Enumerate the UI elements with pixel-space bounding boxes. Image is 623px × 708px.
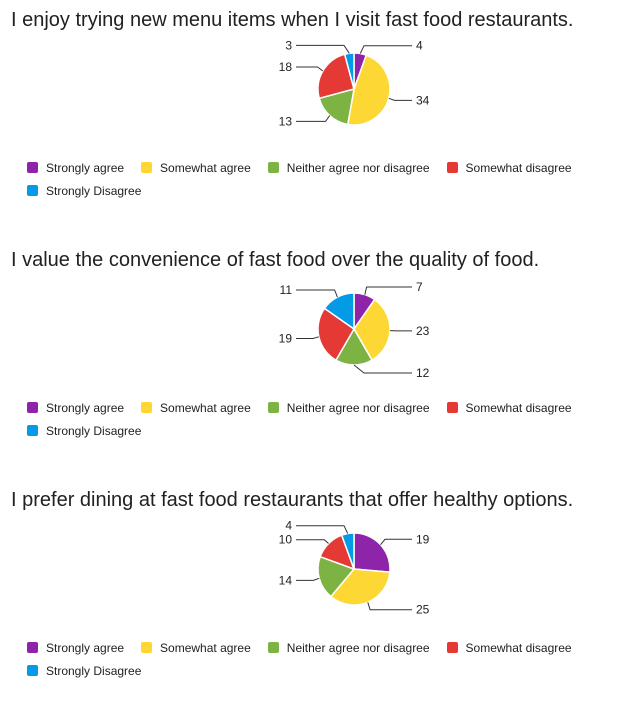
data-label: 34 — [416, 93, 430, 107]
legend-item-strongly-disagree: Strongly Disagree — [27, 664, 141, 678]
legend-label: Somewhat disagree — [466, 161, 572, 175]
legend-swatch — [447, 162, 458, 173]
legend-label: Somewhat disagree — [466, 401, 572, 415]
leader-line — [296, 45, 349, 53]
data-label: 19 — [279, 332, 293, 346]
data-label: 19 — [416, 532, 430, 546]
leader-line — [381, 539, 413, 544]
legend-label: Somewhat agree — [160, 641, 251, 655]
legend-swatch — [268, 402, 279, 413]
question-chart-2: I value the convenience of fast food ove… — [0, 240, 623, 468]
legend-row: Strongly agree Somewhat agree Neither agre… — [27, 636, 607, 659]
pie-slice-strongly-agree — [354, 533, 390, 572]
chart-legend: Strongly agree Somewhat agree Neither agre… — [27, 636, 607, 682]
pie-chart: 410 14 19 25 — [0, 480, 623, 630]
legend-item-strongly-agree: Strongly agree — [27, 401, 124, 415]
legend-label: Strongly Disagree — [46, 424, 141, 438]
legend-item-neither-agree-nor-disagree: Neither agree nor disagree — [268, 401, 430, 415]
legend-swatch — [141, 642, 152, 653]
legend-item-neither-agree-nor-disagree: Neither agree nor disagree — [268, 641, 430, 655]
legend-row: Strongly Disagree — [27, 179, 607, 202]
legend-swatch — [141, 162, 152, 173]
legend-swatch — [27, 162, 38, 173]
chart-legend: Strongly agree Somewhat agree Neither agre… — [27, 396, 607, 442]
legend-item-neither-agree-nor-disagree: Neither agree nor disagree — [268, 161, 430, 175]
data-label: 3 — [285, 38, 292, 52]
data-label: 25 — [416, 603, 430, 617]
leader-line — [296, 526, 348, 534]
legend-swatch — [27, 425, 38, 436]
legend-row: Strongly Disagree — [27, 419, 607, 442]
data-label: 18 — [279, 60, 293, 74]
data-label: 23 — [416, 324, 430, 338]
data-label: 4 — [285, 519, 292, 533]
legend-label: Neither agree nor disagree — [287, 161, 430, 175]
leader-line — [296, 337, 319, 339]
data-label: 11 — [280, 283, 293, 297]
question-chart-1: I enjoy trying new menu items when I vis… — [0, 0, 623, 228]
legend-label: Strongly agree — [46, 401, 124, 415]
leader-line — [296, 578, 319, 580]
legend-label: Strongly agree — [46, 161, 124, 175]
legend-label: Neither agree nor disagree — [287, 641, 430, 655]
legend-item-somewhat-disagree: Somewhat disagree — [447, 161, 572, 175]
legend-swatch — [27, 665, 38, 676]
legend-swatch — [27, 402, 38, 413]
legend-label: Strongly agree — [46, 641, 124, 655]
data-label: 7 — [416, 280, 423, 294]
legend-item-somewhat-agree: Somewhat agree — [141, 641, 251, 655]
leader-line — [368, 602, 412, 609]
question-chart-3: I prefer dining at fast food restaurants… — [0, 480, 623, 708]
legend-label: Somewhat agree — [160, 161, 251, 175]
legend-row: Strongly agree Somewhat agree Neither agre… — [27, 156, 607, 179]
legend-label: Neither agree nor disagree — [287, 401, 430, 415]
legend-item-somewhat-disagree: Somewhat disagree — [447, 401, 572, 415]
pie-chart: 3 18 13 4 34 — [0, 0, 623, 150]
leader-line — [354, 365, 412, 373]
legend-item-somewhat-disagree: Somewhat disagree — [447, 641, 572, 655]
leader-line — [296, 67, 323, 71]
leader-line — [389, 98, 412, 100]
legend-item-somewhat-agree: Somewhat agree — [141, 401, 251, 415]
leader-line — [360, 46, 412, 54]
legend-swatch — [27, 185, 38, 196]
legend-swatch — [268, 642, 279, 653]
legend-label: Strongly Disagree — [46, 664, 141, 678]
legend-swatch — [141, 402, 152, 413]
data-label: 10 — [279, 533, 293, 547]
legend-row: Strongly Disagree — [27, 659, 607, 682]
legend-swatch — [447, 402, 458, 413]
legend-item-strongly-agree: Strongly agree — [27, 161, 124, 175]
leader-line — [296, 540, 329, 544]
legend-label: Strongly Disagree — [46, 184, 141, 198]
leader-line — [296, 116, 330, 122]
data-label: 12 — [416, 366, 430, 380]
data-label: 14 — [279, 573, 293, 587]
chart-legend: Strongly agree Somewhat agree Neither agre… — [27, 156, 607, 202]
legend-swatch — [27, 642, 38, 653]
legend-swatch — [447, 642, 458, 653]
leader-line — [365, 287, 412, 295]
data-label: 4 — [416, 39, 423, 53]
data-label: 13 — [279, 114, 293, 128]
pie-chart: 11 19 7 23 12 — [0, 240, 623, 390]
legend-row: Strongly agree Somewhat agree Neither agre… — [27, 396, 607, 419]
legend-item-strongly-agree: Strongly agree — [27, 641, 124, 655]
legend-item-strongly-disagree: Strongly Disagree — [27, 424, 141, 438]
leader-line — [296, 290, 337, 297]
legend-item-strongly-disagree: Strongly Disagree — [27, 184, 141, 198]
legend-label: Somewhat disagree — [466, 641, 572, 655]
legend-label: Somewhat agree — [160, 401, 251, 415]
legend-swatch — [268, 162, 279, 173]
legend-item-somewhat-agree: Somewhat agree — [141, 161, 251, 175]
